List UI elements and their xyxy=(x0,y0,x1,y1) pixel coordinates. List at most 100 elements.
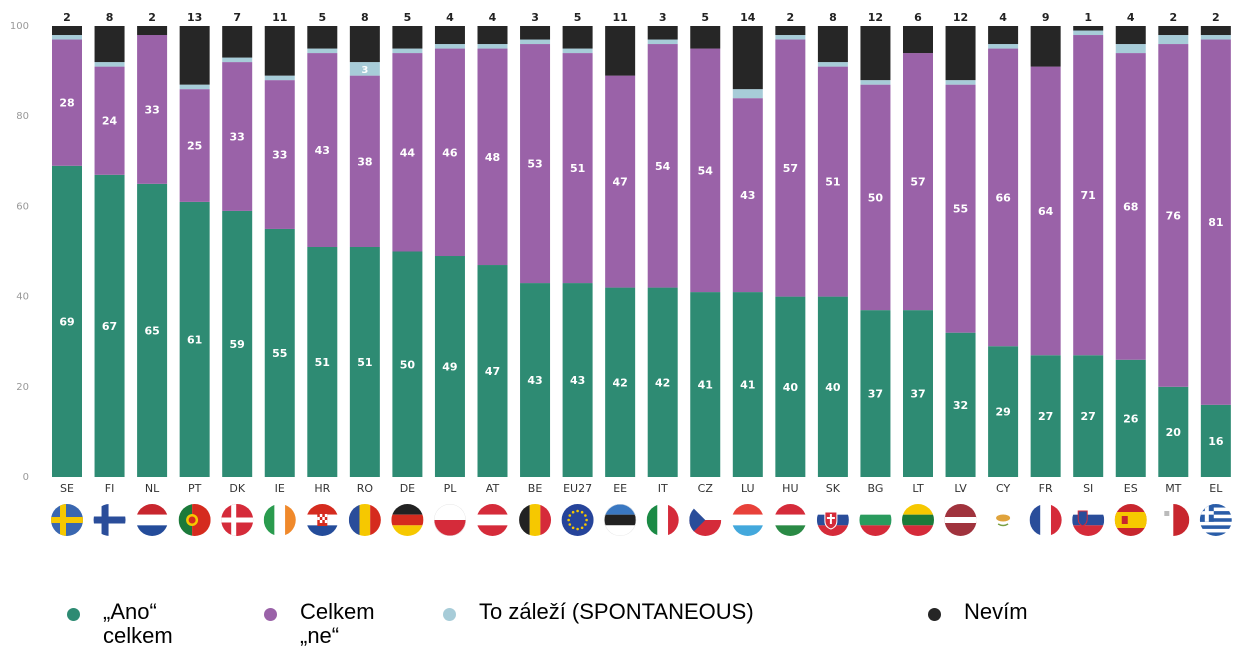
bar-segment-yes xyxy=(1030,355,1061,477)
category-label: CY xyxy=(996,482,1010,495)
data-label-no: 51 xyxy=(570,162,585,175)
data-label-no: 28 xyxy=(59,97,74,110)
hungary-flag-icon xyxy=(774,504,807,536)
data-label-dontknow: 1 xyxy=(1084,11,1092,24)
data-label-no: 46 xyxy=(442,146,458,159)
data-label-no: 53 xyxy=(527,158,542,171)
bar-segment-dontknow xyxy=(732,26,763,90)
bar-segment-depends xyxy=(988,44,1019,49)
eu-flag-icon xyxy=(561,504,594,536)
data-label-yes: 40 xyxy=(783,381,799,394)
legend-swatch-no xyxy=(264,608,277,621)
data-label-dontknow: 4 xyxy=(1127,11,1135,24)
data-label-yes: 20 xyxy=(1166,426,1182,439)
bar-segment-no xyxy=(477,48,508,266)
data-label-dontknow: 5 xyxy=(701,11,709,24)
data-label-yes: 42 xyxy=(655,376,670,389)
category-label: BE xyxy=(528,482,543,495)
bar-segment-no xyxy=(860,84,891,311)
data-label-no: 64 xyxy=(1038,205,1054,218)
data-label-no: 43 xyxy=(740,189,755,202)
bar-segment-no xyxy=(179,89,210,202)
poland-flag-icon xyxy=(433,504,466,536)
bar-segment-no xyxy=(307,53,338,247)
legend-item-no: Celkem „ne“ xyxy=(264,600,375,648)
bar-segment-dontknow xyxy=(1073,26,1104,31)
category-label: LT xyxy=(912,482,924,495)
data-label-dontknow: 2 xyxy=(63,11,71,24)
bar-segment-yes xyxy=(562,283,593,477)
data-label-yes: 27 xyxy=(1038,410,1053,423)
category-label: HR xyxy=(314,482,330,495)
bar-segment-yes xyxy=(1158,386,1189,477)
france-flag-icon xyxy=(1029,504,1062,536)
data-label-dontknow: 5 xyxy=(404,11,412,24)
data-label-dontknow: 8 xyxy=(106,11,114,24)
y-tick-label: 60 xyxy=(16,201,29,212)
data-label-yes: 37 xyxy=(868,388,883,401)
data-label-yes: 29 xyxy=(995,406,1010,419)
bar-segment-no xyxy=(349,75,380,247)
bar-segment-depends xyxy=(945,80,976,85)
legend-item-dontknow: Nevím xyxy=(928,600,1028,624)
bar-segment-yes xyxy=(94,174,125,477)
slovakia-flag-icon xyxy=(816,504,849,536)
bar-segment-yes xyxy=(988,346,1019,477)
bar-segment-dontknow xyxy=(179,26,210,85)
romania-flag-icon xyxy=(348,504,381,536)
data-label-no: 43 xyxy=(315,144,330,157)
croatia-flag-icon xyxy=(306,504,339,536)
category-label: DE xyxy=(400,482,415,495)
data-label-dontknow: 4 xyxy=(489,11,497,24)
estonia-flag-icon xyxy=(604,504,637,536)
bar-segment-depends xyxy=(52,35,82,40)
bar-segment-yes xyxy=(817,296,848,477)
bar-segment-dontknow xyxy=(860,26,891,81)
category-label: MT xyxy=(1165,482,1181,495)
bar-segment-no xyxy=(732,98,763,293)
y-tick-label: 100 xyxy=(10,21,29,32)
legend-item-depends: To záleží (SPONTANEOUS) xyxy=(443,600,754,624)
data-label-dontknow: 5 xyxy=(318,11,326,24)
bar-segment-depends xyxy=(860,80,891,85)
data-label-yes: 42 xyxy=(612,376,627,389)
data-label-yes: 49 xyxy=(442,361,457,374)
data-label-no: 24 xyxy=(102,115,118,128)
bar-segment-dontknow xyxy=(605,26,636,76)
data-label-yes: 69 xyxy=(59,315,74,328)
category-label: SE xyxy=(60,482,74,495)
bar-segment-dontknow xyxy=(264,26,295,76)
bar-segment-no xyxy=(1115,53,1146,360)
data-label-no: 48 xyxy=(485,151,500,164)
data-label-no: 50 xyxy=(868,191,884,204)
bar-segment-no xyxy=(945,84,976,333)
bar-segment-yes xyxy=(434,256,465,477)
legend: „Ano“ celkem Celkem „ne“ To záleží (SPON… xyxy=(0,600,1233,657)
bar-segment-yes xyxy=(52,165,82,477)
malta-flag-icon xyxy=(1157,504,1190,536)
y-tick-label: 20 xyxy=(16,382,29,393)
bar-segment-dontknow xyxy=(520,26,551,40)
legend-label-no: Celkem „ne“ xyxy=(300,600,375,648)
bar-segment-no xyxy=(988,48,1019,347)
category-label: IE xyxy=(275,482,285,495)
bar-segment-no xyxy=(690,48,721,293)
y-tick-label: 80 xyxy=(16,111,29,122)
bar-segment-depends xyxy=(1115,44,1146,54)
data-label-dontknow: 2 xyxy=(1212,11,1220,24)
data-label-yes: 50 xyxy=(400,358,416,371)
bar-segment-no xyxy=(392,53,423,252)
bar-segment-no xyxy=(434,48,465,257)
category-label: HU xyxy=(782,482,798,495)
bar-segment-no xyxy=(903,53,933,311)
netherlands-flag-icon xyxy=(136,504,169,536)
bar-segment-yes xyxy=(1200,404,1231,477)
legend-swatch-dontknow xyxy=(928,608,941,621)
data-label-yes: 65 xyxy=(144,324,159,337)
belgium-flag-icon xyxy=(519,504,552,536)
data-label-yes: 59 xyxy=(230,338,245,351)
czechia-flag-icon xyxy=(689,504,722,536)
bar-segment-yes xyxy=(647,287,678,477)
data-label-no: 76 xyxy=(1166,209,1182,222)
